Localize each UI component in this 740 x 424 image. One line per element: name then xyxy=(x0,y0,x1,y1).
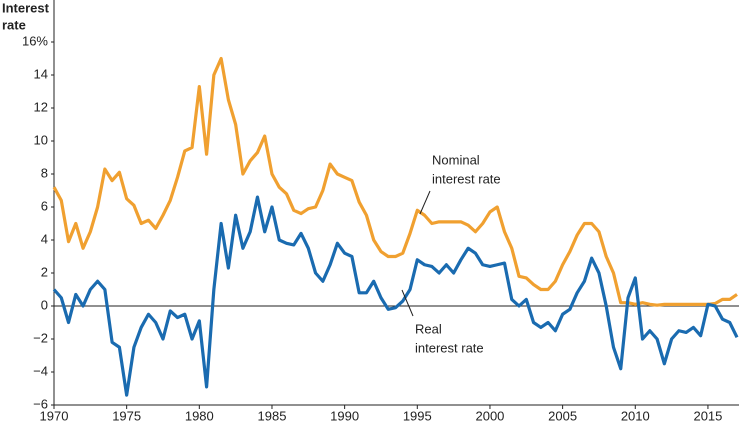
x-tick-label: 2015 xyxy=(693,408,722,423)
annotation-leader xyxy=(401,289,414,317)
y-tick-label: 14 xyxy=(34,66,48,81)
y-tick-label: −6 xyxy=(33,396,48,411)
series-line xyxy=(52,195,739,397)
y-tick-label: 0 xyxy=(41,297,48,312)
y-axis-label: Interest xyxy=(2,0,50,15)
y-tick-label: −2 xyxy=(33,330,48,345)
x-tick-label: 1985 xyxy=(258,408,287,423)
annotation: Real xyxy=(415,321,442,336)
x-tick-label: 2000 xyxy=(475,408,504,423)
y-axis-label: rate xyxy=(2,17,26,32)
x-tick-label: 1970 xyxy=(40,408,69,423)
x-tick-label: 2010 xyxy=(621,408,650,423)
y-tick-label: 4 xyxy=(41,231,48,246)
annotation: interest rate xyxy=(432,171,501,186)
y-tick-label: 16% xyxy=(22,33,48,48)
annotation: Nominal xyxy=(432,152,480,167)
annotation: interest rate xyxy=(415,340,484,355)
y-tick-label: 12 xyxy=(34,99,48,114)
x-tick-label: 1990 xyxy=(330,408,359,423)
x-tick-label: 2005 xyxy=(548,408,577,423)
y-tick-label: −4 xyxy=(33,363,48,378)
x-tick-label: 1975 xyxy=(112,408,141,423)
y-tick-label: 10 xyxy=(34,132,48,147)
y-tick-label: 8 xyxy=(41,165,48,180)
y-tick-label: 6 xyxy=(41,198,48,213)
x-tick-label: 1995 xyxy=(403,408,432,423)
annotation-leader xyxy=(419,190,431,215)
x-tick-label: 1980 xyxy=(185,408,214,423)
series-line xyxy=(52,56,738,307)
y-tick-label: 2 xyxy=(41,264,48,279)
